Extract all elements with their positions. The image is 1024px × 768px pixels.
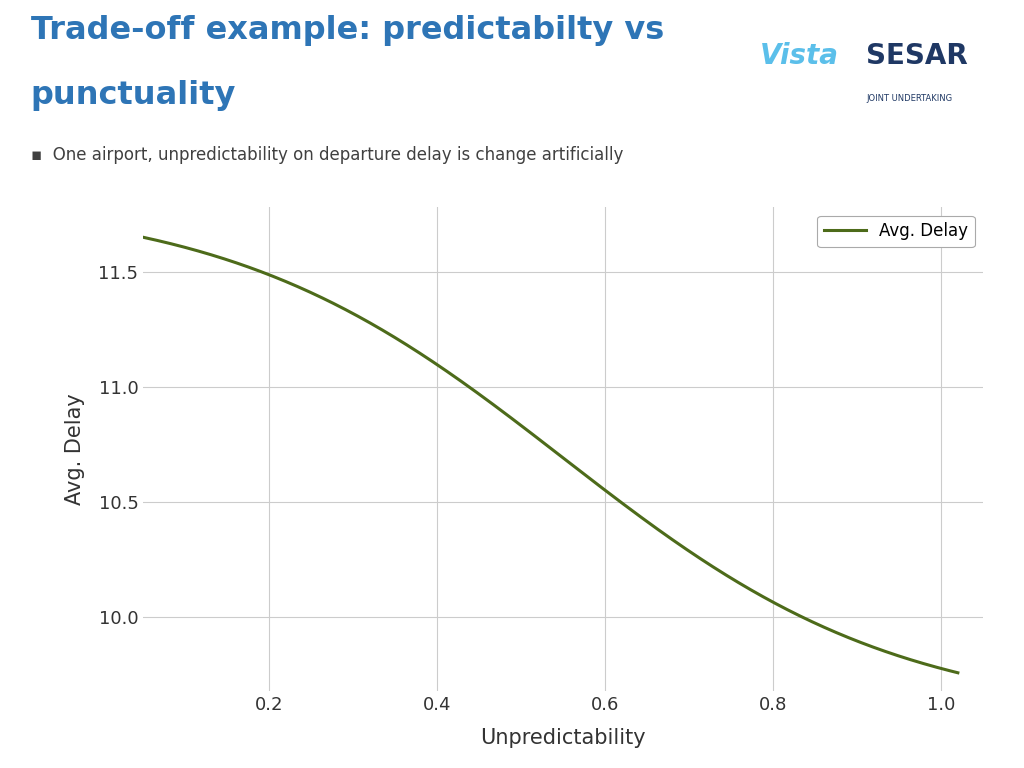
X-axis label: Unpredictability: Unpredictability bbox=[480, 728, 646, 748]
Avg. Delay bbox=[951, 668, 964, 677]
Avg. Delay bbox=[787, 608, 800, 617]
Avg. Delay bbox=[137, 233, 150, 242]
Line: Avg. Delay: Avg. Delay bbox=[143, 237, 957, 673]
Avg. Delay bbox=[220, 255, 232, 264]
Avg. Delay bbox=[772, 601, 784, 610]
Y-axis label: Avg. Delay: Avg. Delay bbox=[65, 393, 85, 505]
Text: JOINT UNDERTAKING: JOINT UNDERTAKING bbox=[866, 94, 952, 103]
Text: SESAR: SESAR bbox=[866, 41, 968, 70]
Text: Vista Intermediate Review Meeting, Brussels, 23 August 2017: Vista Intermediate Review Meeting, Bruss… bbox=[15, 743, 401, 755]
Text: punctuality: punctuality bbox=[31, 80, 237, 111]
Avg. Delay bbox=[467, 385, 479, 394]
Avg. Delay bbox=[696, 555, 709, 564]
Text: Vista: Vista bbox=[760, 41, 839, 70]
Text: ▪  One airport, unpredictability on departure delay is change artificially: ▪ One airport, unpredictability on depar… bbox=[31, 146, 623, 164]
Legend: Avg. Delay: Avg. Delay bbox=[817, 216, 975, 247]
Text: Trade-off example: predictabilty vs: Trade-off example: predictabilty vs bbox=[31, 15, 664, 46]
Text: 22: 22 bbox=[993, 743, 1009, 755]
Avg. Delay bbox=[496, 406, 508, 415]
